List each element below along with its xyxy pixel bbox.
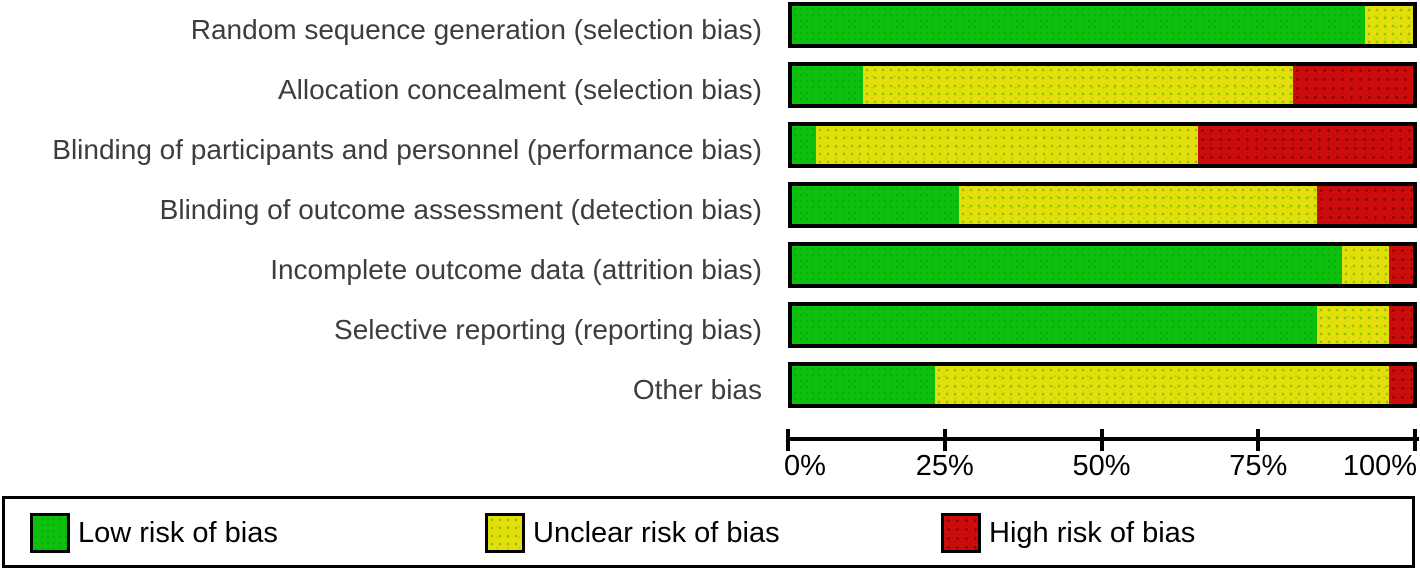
axis-tick [942, 429, 947, 451]
bar-segment-high-risk [1389, 246, 1413, 284]
category-label: Random sequence generation (selection bi… [190, 14, 762, 45]
risk-bar [788, 2, 1417, 48]
bar-segment-unclear-risk [1341, 246, 1390, 284]
bar-segment-unclear-risk [935, 366, 1390, 404]
risk-bar [788, 302, 1417, 348]
bar-segment-unclear-risk [1317, 306, 1390, 344]
category-label: Blinding of participants and personnel (… [52, 134, 762, 165]
risk-bar [788, 362, 1417, 408]
risk-bar [788, 122, 1417, 168]
bar-segment-high-risk [1389, 306, 1413, 344]
legend-entry-high-risk: High risk of bias [941, 513, 1195, 553]
risk-bar [788, 62, 1417, 108]
bar-segment-low-risk [792, 6, 1366, 44]
axis-tick-label: 100% [1342, 450, 1417, 482]
legend-label: High risk of bias [989, 516, 1196, 549]
axis-tick-label: 75% [1229, 450, 1288, 482]
axis-tick-label: 50% [1072, 450, 1131, 482]
bar-segment-low-risk [792, 186, 960, 224]
category-label: Blinding of outcome assessment (detectio… [159, 194, 762, 225]
axis-tick [1256, 429, 1261, 451]
legend-swatch-low-risk [30, 513, 70, 553]
bar-segment-low-risk [792, 366, 936, 404]
category-label: Selective reporting (reporting bias) [334, 314, 762, 345]
legend-entry-low-risk: Low risk of bias [30, 513, 278, 553]
risk-bar [788, 242, 1417, 288]
axis-tick-label: 0% [784, 450, 826, 482]
bar-segment-high-risk [1389, 366, 1413, 404]
bar-segment-unclear-risk [1365, 6, 1413, 44]
legend-label: Unclear risk of bias [533, 516, 780, 549]
axis-tick [1413, 429, 1417, 451]
axis-tick [1099, 429, 1104, 451]
bar-segment-high-risk [1293, 66, 1413, 104]
legend-label: Low risk of bias [78, 516, 278, 549]
bar-segment-low-risk [792, 66, 864, 104]
legend-entry-unclear-risk: Unclear risk of bias [485, 513, 780, 553]
bar-segment-low-risk [792, 126, 816, 164]
category-label: Incomplete outcome data (attrition bias) [270, 254, 762, 285]
legend-swatch-unclear-risk [485, 513, 525, 553]
axis-tick-label: 25% [915, 450, 974, 482]
legend-swatch-high-risk [941, 513, 981, 553]
category-label: Allocation concealment (selection bias) [277, 74, 762, 105]
bar-segment-unclear-risk [959, 186, 1318, 224]
legend: Low risk of bias Unclear risk of bias High… [2, 496, 1415, 568]
bar-segment-low-risk [792, 306, 1318, 344]
category-label: Other bias [632, 374, 762, 405]
bar-segment-high-risk [1198, 126, 1413, 164]
axis-tick [786, 429, 790, 451]
bar-segment-low-risk [792, 246, 1342, 284]
risk-bar [788, 182, 1417, 228]
bar-segment-unclear-risk [863, 66, 1294, 104]
bar-segment-unclear-risk [815, 126, 1199, 164]
bar-segment-high-risk [1317, 186, 1413, 224]
